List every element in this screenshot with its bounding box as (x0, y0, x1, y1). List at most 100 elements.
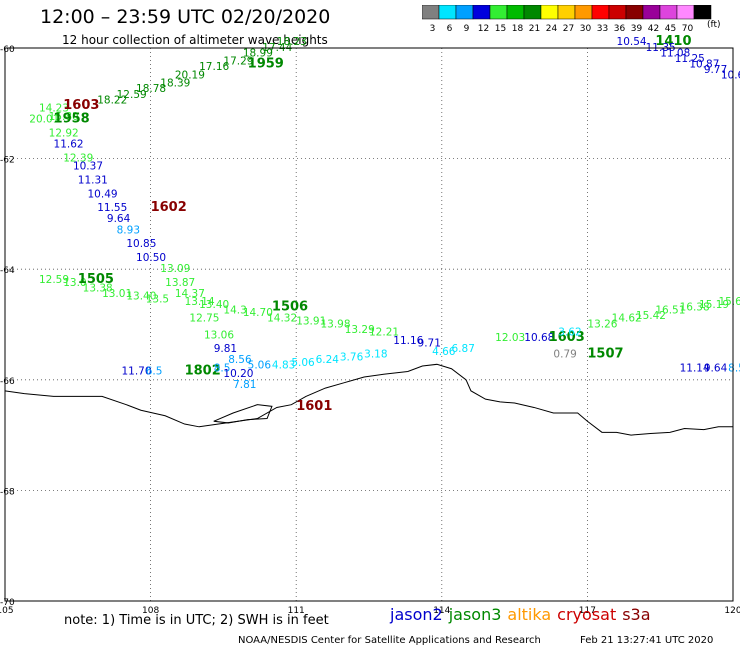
wave-height-label: 8.59 (728, 363, 740, 375)
wave-height-label: 12.92 (49, 127, 79, 139)
wave-height-label: 8.56 (228, 354, 252, 366)
pass-time-label: 1802 (185, 363, 221, 378)
wave-height-label: 13.0 (63, 277, 86, 289)
wave-height-label: 18.23 (277, 36, 307, 48)
footer-note: note: 1) Time is in UTC; 2) SWH is in fe… (64, 613, 329, 628)
wave-height-label: 13.29 (345, 324, 375, 336)
pass-time-label: 1601 (296, 399, 332, 414)
wave-height-label: 12.03 (495, 332, 525, 344)
wave-height-label: 15.19 (699, 299, 729, 311)
pass-time-label: 1959 (248, 56, 284, 71)
pass-time-label: 1958 (54, 112, 90, 127)
colorbar-label: 39 (631, 24, 643, 34)
wave-height-label: 10.54 (617, 36, 647, 48)
wave-height-label: 13.5 (146, 293, 169, 305)
wave-height-label: 14.37 (175, 288, 205, 300)
lon-tick-label: 108 (142, 606, 159, 616)
legend-item-s3a: s3a (622, 605, 651, 624)
wave-height-label: 10.20 (223, 368, 253, 380)
wave-height-label: 9.64 (107, 213, 131, 225)
wave-height-label: 13.98 (320, 318, 350, 330)
colorbar-label: 15 (495, 24, 506, 34)
wave-height-label: 3.76 (340, 351, 364, 363)
wave-height-label: 13.14 (185, 296, 215, 308)
colorbar-label: 33 (597, 24, 608, 34)
wave-height-label: 10.67 (721, 69, 740, 81)
colorbar-swatch (693, 5, 712, 20)
colorbar-label: 27 (563, 24, 574, 34)
wave-height-label: 18.39 (160, 78, 190, 90)
colorbar-label: 36 (614, 24, 626, 34)
lat-tick-label: -70 (0, 598, 15, 608)
colorbar-label: 70 (682, 24, 694, 34)
wave-height-label: 13.38 (83, 282, 113, 294)
wave-height-label: 13.26 (587, 318, 617, 330)
wave-height-label: 3.18 (364, 349, 387, 361)
wave-height-label: 5.06 (248, 360, 272, 372)
wave-height-label: 17.16 (199, 61, 229, 73)
wave-height-label: 13.01 (102, 288, 132, 300)
wave-height-label: 14.62 (612, 313, 642, 325)
wave-height-label: 8.5 (214, 363, 231, 375)
wave-height-label: 13.87 (165, 277, 195, 289)
wave-height-label: 14.3 (223, 304, 246, 316)
pass-time-label: 1506 (272, 300, 308, 315)
wave-height-label: 12.59 (117, 89, 147, 101)
wave-height-label: 8.93 (117, 224, 140, 236)
wave-height-label: 14.32 (267, 313, 297, 325)
lon-tick-label: 105 (0, 606, 14, 616)
pass-time-label: 1603 (63, 98, 99, 113)
pass-time-label: 1603 (549, 330, 585, 345)
wave-height-label: 13.09 (160, 263, 190, 275)
pass-time-label: 1410 (655, 34, 691, 49)
wave-height-label: 13.06 (204, 329, 234, 341)
wave-height-label: 9.81 (214, 343, 237, 355)
wave-height-label: 6.5 (146, 365, 163, 377)
wave-height-label: 20.01 (29, 114, 59, 126)
wave-height-label: 0.79 (553, 349, 576, 361)
wave-height-label: 3.62 (558, 327, 581, 339)
pass-time-label: 1505 (78, 272, 114, 287)
coastline-path (4, 363, 733, 436)
wave-height-label: 11.08 (660, 47, 690, 59)
colorbar-label: 45 (665, 24, 676, 34)
wave-height-label: 15.42 (636, 310, 666, 322)
wave-height-label: 11.55 (97, 202, 127, 214)
wave-height-label: 12.39 (63, 152, 93, 164)
wave-height-label: 12.59 (39, 274, 69, 286)
page-subtitle: 12 hour collection of altimeter wave hei… (62, 33, 328, 47)
lat-tick-label: -68 (0, 487, 15, 497)
wave-height-label: 11.14 (680, 363, 710, 375)
wave-height-label: 6.24 (316, 354, 340, 366)
wave-height-label: 11.62 (54, 139, 84, 151)
legend-item-jason3: jason3 (448, 605, 502, 624)
wave-height-label: 15.63 (718, 296, 740, 308)
lon-tick-label: 120 (724, 606, 740, 616)
wave-height-label: 9.64 (704, 363, 728, 375)
legend-item-jason2: jason2 (390, 605, 443, 624)
wave-height-label: 13.40 (126, 291, 156, 303)
wave-height-label: 12.21 (369, 327, 399, 339)
wave-height-label: 15.80 (49, 111, 79, 123)
lat-tick-label: -64 (0, 266, 15, 276)
wave-height-label: 10.85 (126, 238, 156, 250)
wave-height-label: 20.19 (175, 69, 205, 81)
wave-height-label: 10.37 (73, 161, 103, 173)
map-frame (4, 47, 734, 602)
pass-time-label: 1602 (151, 200, 187, 215)
wave-height-label: 13.40 (199, 299, 229, 311)
wave-height-labels: 14.2320.0115.8018.2212.5918.7818.3920.19… (29, 34, 740, 414)
lon-tick-label: 114 (433, 606, 450, 616)
wave-height-label: 10.68 (524, 332, 554, 344)
units-label: (ft) (707, 20, 721, 30)
lon-tick-label: 111 (288, 606, 305, 616)
page-title: 12:00 – 23:59 UTC 02/20/2020 (40, 6, 331, 28)
wave-height-label: 11.70 (121, 365, 151, 377)
legend-item-altika: altika (507, 605, 552, 624)
wave-height-label: 18.22 (97, 94, 127, 106)
colorbar-label: 18 (512, 24, 524, 34)
island-outline (213, 404, 273, 424)
colorbar-label: 21 (529, 24, 540, 34)
axis-tick-labels: 105 108 111 114 117 120 -60 -62 -64 -66 -68 -70 (0, 45, 740, 616)
wave-height-label: 9.71 (418, 338, 441, 350)
